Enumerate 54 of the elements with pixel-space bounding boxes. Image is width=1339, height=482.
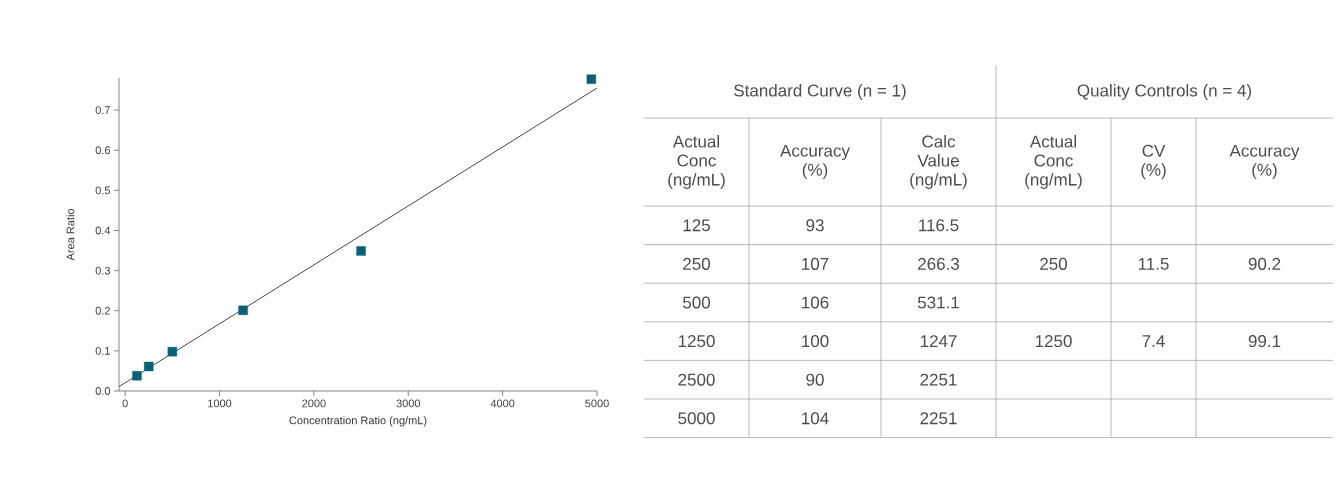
x-tick-label: 2000 (302, 399, 326, 408)
text: 5000 (678, 412, 715, 425)
text: 250 (683, 257, 711, 270)
y-tick-label: 0.4 (95, 226, 111, 235)
point (238, 305, 248, 316)
text: 106 (802, 296, 829, 309)
text: Quality Controls (n = 4) (1077, 84, 1252, 100)
x-tick-label: 5000 (585, 399, 609, 408)
text: 2251 (920, 412, 957, 425)
text: 107 (802, 257, 829, 270)
text: 500 (683, 296, 711, 309)
text: 2500 (678, 373, 715, 386)
text: 90 (806, 373, 824, 386)
x-tick-label: 3000 (396, 399, 421, 408)
point (586, 74, 597, 84)
y-tick-label: 0.5 (95, 186, 111, 195)
text: 99.1 (1248, 335, 1281, 348)
x-tick-label: 4000 (490, 399, 515, 408)
point (132, 371, 142, 381)
text: 100 (802, 335, 829, 348)
text: 11.5 (1138, 257, 1169, 270)
category-label: Actual Conc (ng/mL) (1025, 135, 1082, 189)
text: 2251 (920, 373, 957, 386)
category-label: Calc Value (ng/mL) (910, 135, 967, 189)
y-tick-label: 0.2 (95, 306, 110, 315)
text: 531.1 (917, 296, 959, 309)
y-tick-label: 0.6 (95, 146, 110, 155)
y-tick-label: 0.1 (95, 346, 110, 355)
category-label: CV (%) (1141, 144, 1166, 180)
text: Standard Curve (n = 1) (734, 84, 906, 100)
text: 7.4 (1142, 335, 1165, 347)
text: 93 (806, 219, 824, 232)
text: 104 (802, 412, 829, 425)
point (167, 346, 178, 357)
text: 1250 (678, 335, 715, 348)
x-tick-label: 0 (122, 399, 128, 408)
text: 266.3 (918, 257, 960, 270)
text: 1250 (1035, 335, 1072, 348)
text: 1247 (920, 335, 957, 348)
x-tick-label: 1000 (208, 399, 232, 408)
text: 116.5 (919, 219, 959, 232)
text: 250 (1040, 257, 1068, 270)
text: 125 (683, 219, 710, 232)
category-label: Accuracy (%) (780, 144, 850, 180)
text: 90.2 (1248, 257, 1281, 270)
x-axis-title: Concentration Ratio (ng/mL) (289, 416, 427, 427)
y-tick-label: 0.7 (95, 106, 110, 114)
point (144, 361, 154, 372)
y-tick-label: 0.3 (95, 266, 110, 275)
category-label: Accuracy (%) (1229, 144, 1300, 180)
point (356, 246, 366, 256)
y-axis-title: Area Ratio (66, 209, 75, 261)
category-label: Actual Conc (ng/mL) (668, 135, 725, 189)
y-tick-label: 0.0 (95, 387, 111, 395)
